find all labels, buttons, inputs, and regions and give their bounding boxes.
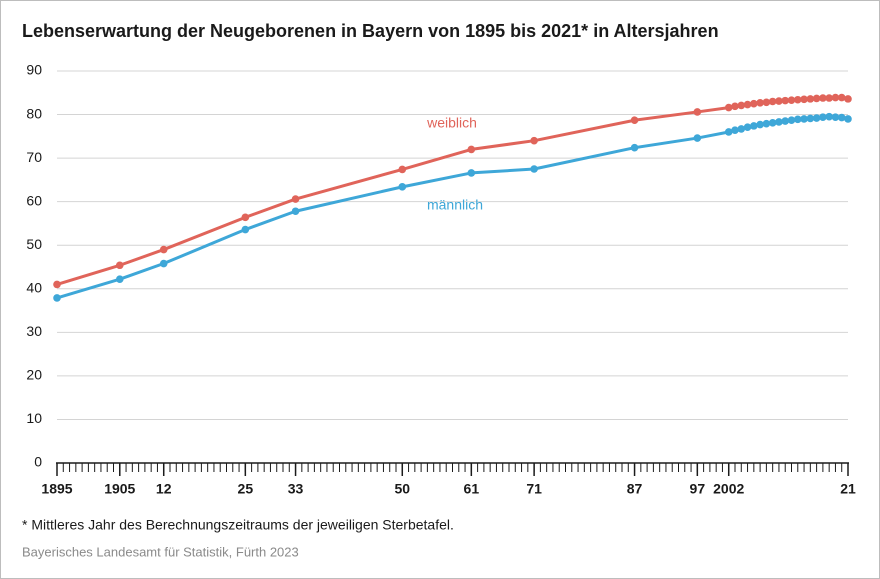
y-tick-label: 0 [34,454,42,470]
x-tick-label: 25 [238,481,254,497]
y-tick-label: 20 [26,367,42,383]
data-point [724,103,733,112]
data-point [724,128,733,136]
y-tick-label: 50 [26,236,42,252]
x-tick-label: 61 [464,481,480,497]
data-point [743,100,752,109]
data-point [806,95,815,103]
data-point [750,99,758,108]
data-point [762,98,771,107]
y-tick-label: 40 [26,279,42,295]
data-point [756,120,764,129]
data-point [53,280,61,289]
data-point [837,113,846,122]
data-point [467,145,476,154]
data-point [630,143,639,152]
data-point [53,294,61,302]
x-tick-label: 71 [526,481,542,497]
x-tick-label: 21 [840,481,856,497]
data-point [743,123,752,131]
x-tick-label: 1905 [104,481,135,497]
data-point [241,213,250,222]
data-point [291,195,300,203]
data-point [812,94,821,103]
y-tick-label: 10 [26,410,42,426]
data-point [800,95,808,104]
data-point [775,118,783,126]
x-tick-label: 50 [394,481,410,497]
footnote: * Mittleres Jahr des Berechnungszeitraum… [22,517,454,533]
data-point [737,101,746,110]
data-point [812,114,821,122]
data-point [756,98,764,107]
data-point [731,126,739,135]
data-point [787,116,796,125]
x-tick-label: 12 [156,481,172,497]
y-tick-label: 60 [26,192,42,208]
data-point [781,117,790,125]
data-point [530,136,538,145]
data-point [159,259,168,268]
data-point [844,115,852,123]
y-tick-label: 90 [26,62,42,78]
data-point [819,113,827,121]
data-point [768,97,777,106]
data-point [831,93,840,102]
data-point [467,169,476,177]
data-point [750,122,758,130]
data-point [837,93,846,102]
data-point [825,94,833,102]
data-point [530,165,538,173]
data-point [737,125,746,133]
data-point [819,94,827,102]
chart-title: Lebenserwartung der Neugeborenen in Baye… [22,21,719,41]
data-point [115,261,124,270]
source: Bayerisches Landesamt für Statistik, Für… [22,544,299,559]
data-point [693,134,702,142]
x-tick-label: 2002 [713,481,744,497]
data-point [398,183,407,191]
y-tick-label: 80 [26,105,42,121]
x-tick-label: 97 [690,481,706,497]
y-tick-label: 70 [26,149,42,165]
data-point [630,116,639,125]
data-point [775,97,783,105]
data-point [398,165,407,174]
data-point [291,207,300,216]
data-point [793,95,802,104]
x-tick-label: 87 [627,481,643,497]
data-point [844,95,852,103]
data-point [800,115,808,123]
data-point [241,225,250,234]
data-point [762,119,771,128]
y-tick-label: 30 [26,323,42,339]
data-point [831,113,840,121]
series-label: männlich [427,197,483,213]
data-point [768,119,777,127]
data-point [793,115,802,124]
data-point [781,96,790,105]
data-point [806,114,815,123]
data-point [825,112,833,121]
data-point [731,102,739,111]
data-point [115,275,124,283]
series-label: weiblich [426,115,477,131]
x-tick-label: 1895 [41,481,72,497]
data-point [159,245,168,254]
x-tick-label: 33 [288,481,304,497]
data-point [787,96,796,104]
data-point [693,108,702,116]
